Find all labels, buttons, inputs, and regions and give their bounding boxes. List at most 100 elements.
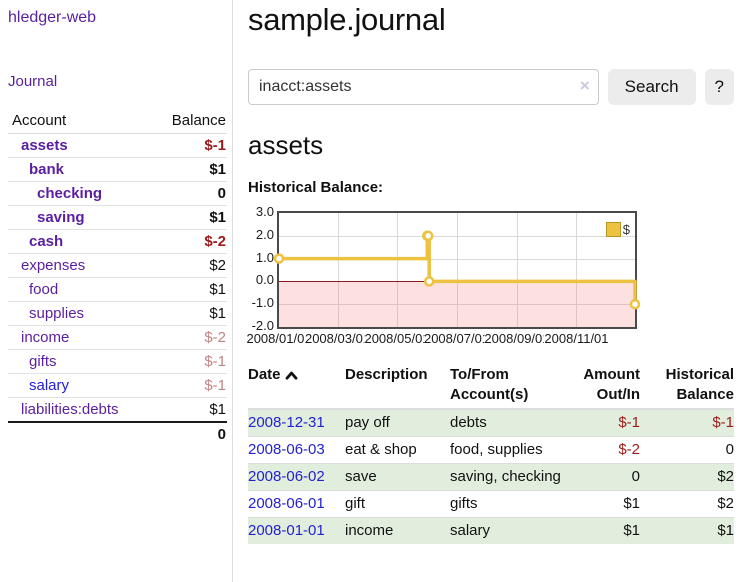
- account-balance: $-1: [150, 373, 227, 398]
- register-header-accounts: To/From Account(s): [450, 363, 572, 410]
- x-axis-tick-label: 2008/07/01: [423, 331, 490, 346]
- account-balance: $1: [150, 277, 227, 302]
- legend-swatch-icon: [605, 222, 621, 237]
- account-balance: $-1: [150, 349, 227, 374]
- account-balance: $1: [150, 157, 227, 182]
- page-title: sample.journal: [248, 2, 446, 37]
- account-link[interactable]: food: [29, 281, 59, 298]
- account-link[interactable]: liabilities:debts: [21, 401, 119, 418]
- account-row: cash $-2: [8, 229, 227, 254]
- transaction-date-link[interactable]: 2008-06-02: [248, 468, 325, 485]
- account-row: assets $-1: [8, 134, 227, 158]
- gridline: [337, 213, 339, 327]
- account-link[interactable]: gifts: [29, 353, 57, 370]
- chart-plot-area: $: [273, 211, 641, 329]
- account-row: liabilities:debts $1: [8, 397, 227, 422]
- accounts-total-spacer: [8, 421, 151, 446]
- register-row: 2008-12-31 pay off debts $-1 $-1: [248, 409, 734, 437]
- x-axis-tick-label: 2008/03/01: [304, 331, 371, 346]
- transaction-balance: 0: [640, 436, 734, 464]
- y-axis-tick-label: 2.0: [255, 226, 274, 242]
- account-balance: $-2: [150, 229, 227, 254]
- accounts-header-balance: Balance: [150, 109, 227, 134]
- account-link[interactable]: cash: [29, 233, 64, 250]
- y-axis-tick-label: -2.0: [251, 318, 274, 333]
- x-axis-tick-label: 2008/05/01: [364, 331, 430, 346]
- account-balance: $1: [150, 301, 227, 326]
- account-balance: $2: [150, 253, 227, 278]
- transaction-amount: $-2: [572, 436, 640, 464]
- transaction-accounts: saving, checking: [450, 463, 572, 491]
- search-button[interactable]: Search: [607, 69, 696, 105]
- register-header-description: Description: [345, 363, 450, 410]
- transaction-description: pay off: [345, 414, 390, 431]
- account-row: income $-2: [8, 325, 227, 350]
- transaction-balance: $2: [640, 490, 734, 518]
- transaction-accounts: gifts: [450, 490, 572, 518]
- register-header-amount: Amount Out/In: [572, 363, 640, 410]
- account-row: supplies $1: [8, 301, 227, 326]
- account-row: food $1: [8, 277, 227, 302]
- transaction-accounts: salary: [450, 517, 572, 544]
- account-row: gifts $-1: [8, 349, 227, 374]
- register-row: 2008-06-01 gift gifts $1 $2: [248, 490, 734, 518]
- transaction-balance: $-1: [712, 414, 734, 431]
- account-link[interactable]: supplies: [29, 305, 85, 322]
- legend-label: $: [622, 222, 630, 237]
- account-link[interactable]: expenses: [21, 257, 86, 274]
- transaction-amount: 0: [572, 463, 640, 491]
- chart-label: Historical Balance:: [248, 179, 384, 196]
- historical-balance-chart: $ 3.0 2.0 1.0 0.0 -1.0 -2.0 2008/01/01 2008/03/…: [246, 203, 648, 349]
- account-link[interactable]: checking: [37, 185, 103, 202]
- register-row: 2008-01-01 income salary $1 $1: [248, 517, 734, 544]
- main-content: sample.journal × Search ? assets Histori…: [233, 0, 742, 582]
- account-balance: $1: [150, 397, 227, 422]
- account-row: checking 0: [8, 181, 227, 206]
- search-input[interactable]: [248, 69, 599, 105]
- account-link[interactable]: salary: [29, 377, 70, 394]
- transaction-balance: $2: [640, 463, 734, 491]
- account-balance: 0: [150, 181, 227, 206]
- search-field-wrap: ×: [248, 69, 599, 105]
- sidebar-item-journal[interactable]: Journal: [8, 73, 58, 90]
- accounts-header-row: Account Balance: [8, 109, 227, 134]
- search-row: × Search ?: [248, 69, 734, 105]
- account-row: bank $1: [8, 157, 227, 182]
- accounts-table: Account Balance assets $-1 bank $1 checking 0…: [8, 109, 227, 446]
- account-balance: $1: [150, 205, 227, 230]
- clear-search-icon[interactable]: ×: [579, 76, 590, 95]
- help-button[interactable]: ?: [704, 69, 734, 105]
- negative-balance-region: [279, 281, 635, 327]
- data-point-marker: [422, 230, 434, 242]
- accounts-total-value: 0: [150, 421, 227, 446]
- register-header-date[interactable]: Date: [248, 363, 345, 410]
- transaction-date-link[interactable]: 2008-06-01: [248, 495, 325, 512]
- transaction-description: eat & shop: [345, 436, 450, 464]
- account-link[interactable]: income: [21, 329, 70, 346]
- transaction-accounts: debts: [450, 414, 487, 431]
- account-link[interactable]: bank: [29, 161, 65, 178]
- brand-link[interactable]: hledger-web: [8, 9, 97, 26]
- transaction-description: gift: [345, 490, 450, 518]
- account-link[interactable]: assets: [21, 137, 68, 154]
- transaction-accounts: food, supplies: [450, 436, 572, 464]
- account-link[interactable]: saving: [37, 209, 85, 226]
- register-header-row: Date Description To/From Account(s) Amou…: [248, 363, 734, 410]
- sidebar: hledger-web Journal Account Balance asse…: [0, 0, 233, 582]
- data-point-marker: [273, 253, 285, 264]
- account-balance: $-1: [204, 137, 226, 154]
- balance-series: [273, 230, 641, 310]
- y-axis-tick-label: 0.0: [255, 272, 274, 288]
- transaction-description: save: [345, 463, 450, 491]
- transaction-amount: $1: [572, 517, 640, 544]
- account-row: saving $1: [8, 205, 227, 230]
- transaction-date-link[interactable]: 2008-06-03: [248, 441, 325, 458]
- transaction-date-link[interactable]: 2008-12-31: [248, 414, 325, 431]
- x-axis-tick-label: 2008/11/01: [544, 331, 609, 346]
- transaction-date-link[interactable]: 2008-01-01: [248, 522, 325, 539]
- register-header-balance: Historical Balance: [640, 363, 734, 410]
- gridline: [456, 213, 458, 327]
- account-balance: $-2: [150, 325, 227, 350]
- transaction-amount: $-1: [618, 414, 640, 431]
